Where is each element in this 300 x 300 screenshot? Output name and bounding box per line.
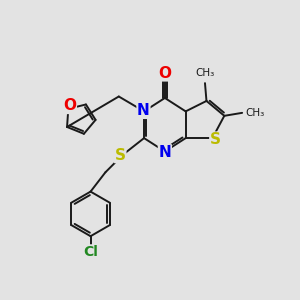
Text: N: N bbox=[158, 145, 171, 160]
Text: S: S bbox=[210, 132, 221, 147]
Text: O: O bbox=[63, 98, 76, 113]
Text: O: O bbox=[158, 66, 171, 81]
Text: Cl: Cl bbox=[83, 245, 98, 259]
Text: S: S bbox=[115, 148, 126, 163]
Text: CH₃: CH₃ bbox=[195, 68, 214, 78]
Text: CH₃: CH₃ bbox=[245, 108, 264, 118]
Text: N: N bbox=[137, 103, 150, 118]
